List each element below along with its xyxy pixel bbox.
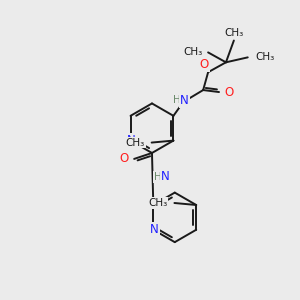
Text: N: N <box>150 223 159 236</box>
Text: H: H <box>172 95 180 105</box>
Text: N: N <box>127 134 136 147</box>
Text: CH₃: CH₃ <box>125 138 145 148</box>
Text: H: H <box>154 172 161 182</box>
Text: CH₃: CH₃ <box>148 198 167 208</box>
Text: O: O <box>200 58 209 71</box>
Text: O: O <box>224 85 233 98</box>
Text: O: O <box>119 152 128 165</box>
Text: N: N <box>180 94 189 107</box>
Text: CH₃: CH₃ <box>224 28 244 38</box>
Text: N: N <box>161 170 170 184</box>
Text: CH₃: CH₃ <box>256 52 275 62</box>
Text: CH₃: CH₃ <box>183 47 202 57</box>
